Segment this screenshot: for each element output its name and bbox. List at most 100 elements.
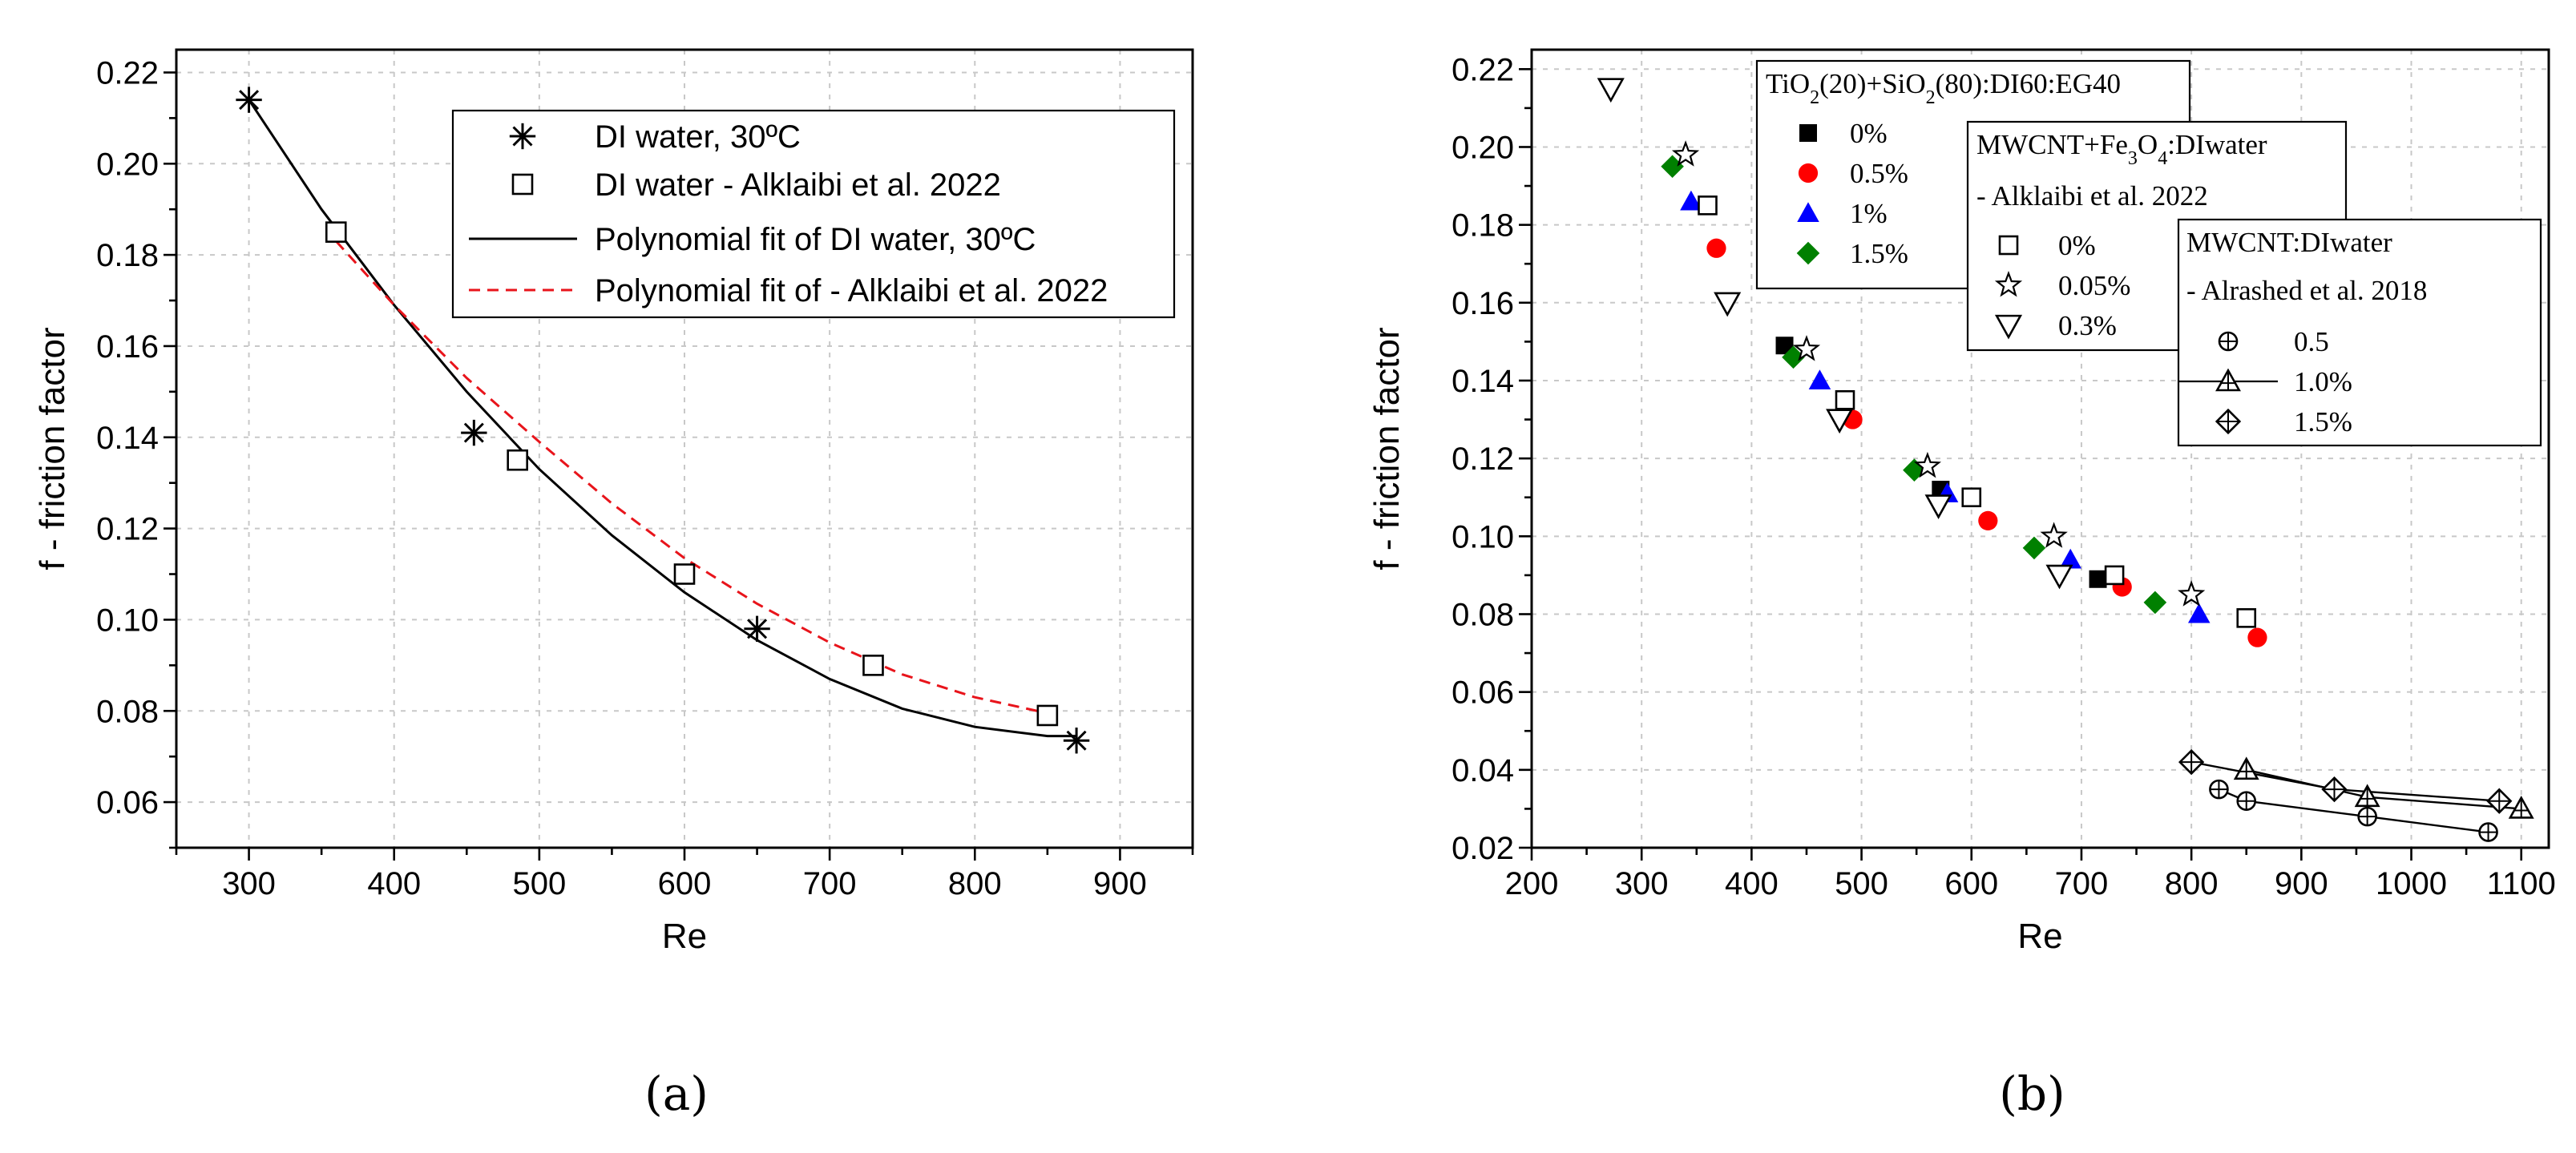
panel-a-chart: 300 400 500 600 700 800 900 0.06 0.08 0.10 0.12 0.1…: [33, 48, 1194, 1121]
legend-mwcnt-diwater-box: [2177, 218, 2542, 447]
legend-marker: [2218, 331, 2239, 352]
data-point-circle-plus: [2236, 791, 2257, 811]
di-water-point: [461, 419, 487, 446]
y-tick-label: 0.10: [1452, 519, 1514, 554]
y-tick-label: 0.10: [96, 603, 159, 638]
data-point-square-open: [1698, 196, 1718, 216]
legend-label: 1%: [1850, 198, 1888, 229]
y-tick-label: 0.12: [1452, 441, 1514, 477]
data-point-star-open: [2178, 580, 2206, 607]
data-point-triangle-plus: [2233, 756, 2259, 780]
legend-a: DI water, 30ºC DI water - Alklaibi et al.…: [451, 109, 1176, 319]
triangle-filled-marker: [1680, 190, 1702, 211]
x-tick-label: 200: [1505, 866, 1559, 901]
alklaibi-point: [673, 563, 696, 585]
data-point-square-filled: [2089, 570, 2107, 588]
data-point-square-open: [2236, 608, 2257, 628]
x-axis-title: Re: [662, 917, 707, 956]
square-open-marker: [2236, 608, 2257, 628]
data-point-star-open: [1913, 451, 1941, 478]
star-open-marker: [1792, 335, 1821, 361]
legend-label: Polynomial fit of DI water, 30ºC: [595, 222, 1036, 257]
x-tick-label: 600: [658, 866, 712, 901]
data-point-square-open: [1835, 389, 1855, 410]
square-open-marker: [673, 563, 696, 585]
legend-label: 0.5: [2294, 326, 2329, 357]
di-water-point: [1063, 728, 1090, 754]
data-point-triangle-plus: [2508, 795, 2534, 819]
alklaibi-fit-curve: [335, 240, 1048, 715]
legend-marker: [1799, 124, 1817, 142]
square-filled-marker: [1775, 337, 1794, 355]
legend-marker: [1994, 314, 2023, 340]
legend-mwcnt-diwater-subtitle: - Alrashed et al. 2018: [2186, 275, 2427, 306]
square-open-marker: [1698, 196, 1718, 216]
asterisk-stroke: [239, 90, 260, 111]
square-open-marker: [511, 173, 534, 196]
data-point-star-open: [1671, 140, 1700, 167]
data-point-diamond-plus: [2178, 748, 2205, 776]
legend-label: 1.5%: [1850, 238, 1908, 269]
legend-label: 0.3%: [2058, 310, 2117, 341]
alklaibi-point: [1036, 704, 1059, 727]
y-tick-label: 0.08: [1452, 597, 1514, 632]
x-tick-label: 400: [1725, 866, 1779, 901]
square-open-marker: [1835, 389, 1855, 410]
legend-mwcnt-diwater: MWCNT:DIwater - Alrashed et al. 2018 0.5 1.…: [2177, 218, 2542, 447]
data-point-circle-plus: [2209, 779, 2229, 800]
y-tick-label: 0.18: [96, 238, 159, 273]
square-open-marker: [1036, 704, 1059, 727]
diamond-filled-marker: [1796, 241, 1820, 265]
triangle-filled-marker: [1808, 369, 1831, 389]
y-tick-label: 0.16: [96, 329, 159, 365]
di-water-point: [236, 87, 262, 113]
legend-mwcnt-fe3o4: MWCNT+Fe3O4:DIwater - Alklaibi et al. 202…: [1966, 120, 2348, 352]
y-tick-label: 0.20: [96, 147, 159, 182]
alrashed-series-line: [2246, 768, 2521, 810]
legend-label: 1.0%: [2294, 366, 2352, 397]
x-tick-label: 300: [222, 866, 276, 901]
asterisk-stroke: [463, 422, 484, 443]
x-tick-label: 600: [1944, 866, 1998, 901]
legend-marker: [1994, 270, 2023, 297]
panel-b-chart: 200 300 400 500 600 700 800 900 1000 1100 0.02 0.04…: [1367, 48, 2556, 1121]
x-tick-label: 300: [1615, 866, 1669, 901]
diamond-filled-marker: [2022, 536, 2046, 560]
data-point-triangle-down-open: [1826, 409, 1854, 434]
x-tick-label: 800: [2165, 866, 2219, 901]
x-tick-label: 700: [2055, 866, 2109, 901]
legend-label: Polynomial fit of - Alklaibi et al. 2022: [595, 273, 1108, 308]
y-tick-label: 0.02: [1452, 831, 1514, 866]
diamond-filled-marker: [2143, 591, 2167, 615]
triangle-down-open-marker: [2045, 564, 2073, 590]
data-point-circle-filled: [1706, 238, 1726, 258]
data-point-square-open: [2104, 565, 2125, 586]
legend-marker: [1798, 163, 1819, 183]
legend-label: DI water - Alklaibi et al. 2022: [595, 167, 1001, 203]
legend-marker: [2215, 408, 2242, 435]
x-tick-label: 900: [2275, 866, 2328, 901]
star-open-marker: [1913, 451, 1941, 478]
y-tick-label: 0.22: [1452, 52, 1514, 87]
y-tick-label: 0.04: [1452, 753, 1514, 788]
y-tick-label: 0.12: [96, 512, 159, 547]
x-tick-label: 500: [1835, 866, 1888, 901]
panel-b-label: (b): [1999, 1066, 2065, 1121]
x-tick-label: 800: [948, 866, 1002, 901]
alklaibi-point: [862, 655, 884, 676]
y-tick-label: 0.22: [96, 55, 159, 91]
alrashed-series-line: [2190, 760, 2500, 802]
y-tick-label: 0.16: [1452, 286, 1514, 321]
asterisk-stroke: [747, 619, 768, 639]
legend-marker: [2215, 368, 2241, 392]
data-point-triangle-down-open: [1924, 494, 1952, 519]
triangle-down-open-marker: [1924, 494, 1952, 519]
x-tick-label: 700: [803, 866, 857, 901]
triangle-down-open-marker: [1994, 314, 2023, 340]
data-point-triangle-filled: [1808, 369, 1831, 389]
legend-a-box: [451, 109, 1176, 319]
square-open-marker: [2104, 565, 2125, 586]
y-tick-label: 0.08: [96, 694, 159, 729]
data-point-triangle-plus: [2354, 784, 2380, 808]
legend-marker: [509, 123, 536, 150]
